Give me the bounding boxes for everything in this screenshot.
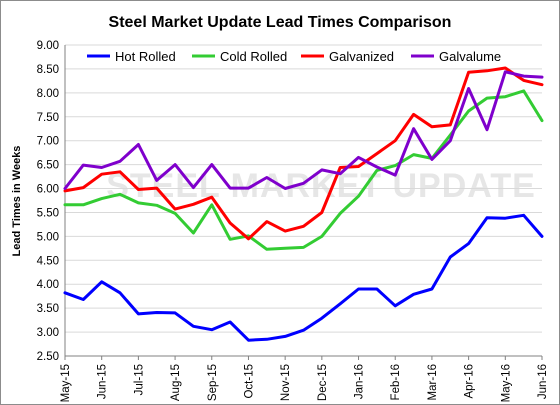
x-tick-label: Jul-15	[133, 364, 145, 395]
y-tick-label: 4.00	[37, 279, 59, 291]
x-tick-label: Mar-16	[427, 364, 439, 400]
x-tick-label: Jan-16	[354, 364, 366, 399]
x-tick-label: Nov-15	[280, 364, 292, 401]
series-line-galvanized	[63, 66, 544, 241]
legend-label-galvalume: Galvalume	[439, 49, 501, 64]
x-tick-label: Aug-15	[170, 364, 182, 401]
y-tick-label: 7.00	[37, 136, 59, 148]
x-tick-label: Oct-15	[243, 364, 255, 399]
y-tick-label: 3.50	[37, 303, 59, 315]
y-tick-label: 6.00	[37, 184, 59, 196]
series-line-hot-rolled	[63, 213, 544, 342]
legend-label-galvanized: Galvanized	[329, 49, 394, 64]
y-tick-label: 8.50	[37, 64, 59, 76]
y-tick-label: 4.50	[37, 255, 59, 267]
x-tick-label: Jun-15	[97, 364, 109, 399]
x-tick-label: May-15	[60, 364, 72, 402]
y-tick-label: 6.50	[37, 160, 59, 172]
x-tick-label: Sep-15	[207, 364, 219, 401]
series-lines	[63, 66, 544, 342]
x-tick-label: Feb-16	[390, 364, 402, 400]
series-line-galvalume	[63, 70, 544, 190]
legend: Hot Rolled Cold Rolled Galvanized Galvalume	[87, 49, 501, 64]
legend-label-hot-rolled: Hot Rolled	[115, 49, 176, 64]
grid	[65, 44, 542, 357]
axes: 2.50 3.00 3.50 4.00 4.50 5.00 5.50 6.00 6.50 7.00…	[37, 40, 549, 402]
series-line-cold-rolled	[63, 89, 544, 251]
x-tick-label: Jun-16	[537, 364, 549, 399]
legend-label-cold-rolled: Cold Rolled	[220, 49, 287, 64]
watermark: STEEL MARKET UPDATE	[106, 167, 536, 205]
y-axis-label: Lead Times in Weeks	[11, 146, 23, 257]
y-tick-label: 9.00	[37, 40, 59, 52]
y-tick-label: 7.50	[37, 112, 59, 124]
x-tick-label: May-16	[500, 364, 512, 402]
chart-title: Steel Market Update Lead Times Compariso…	[109, 14, 452, 31]
y-tick-label: 2.50	[37, 351, 59, 363]
y-tick-label: 5.50	[37, 207, 59, 219]
y-tick-label: 5.00	[37, 231, 59, 243]
x-tick-label: Apr-16	[464, 364, 476, 399]
y-tick-label: 8.00	[37, 88, 59, 100]
y-tick-label: 3.00	[37, 327, 59, 339]
x-tick-label: Dec-15	[317, 364, 329, 401]
